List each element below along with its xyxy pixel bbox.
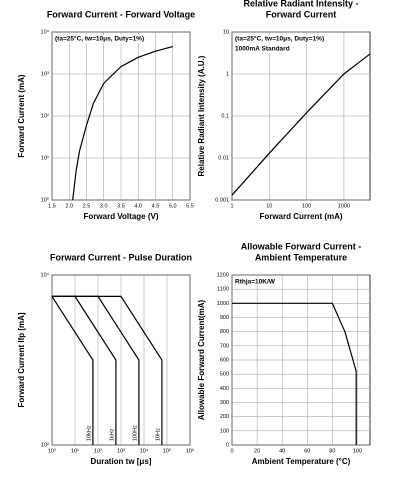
series-label: 1kHz: [109, 428, 115, 441]
series-label: 100Hz: [132, 425, 138, 441]
x-tick-label: 1000: [338, 203, 350, 209]
x-tick-label: 10⁰: [48, 447, 57, 454]
annotation-bg: [234, 277, 276, 287]
y-tick-label: 400: [220, 386, 229, 392]
x-tick-label: 1: [230, 203, 233, 209]
chart-title: Allowable Forward Current -: [241, 241, 362, 251]
annotation: (ta=25°C, tw=10μs, Duty=1%): [55, 35, 144, 43]
x-tick-label: 5.5: [186, 203, 194, 209]
y-tick-label: 0: [226, 442, 229, 448]
y-tick-label: 10⁴: [41, 28, 50, 35]
y-axis-label: Forward Current Ifp [mA]: [17, 312, 26, 407]
y-axis-label: Allowable Forward Current(mA): [197, 299, 206, 420]
x-tick-label: 10⁵: [163, 447, 171, 454]
y-tick-label: 200: [220, 414, 229, 420]
series-line: [232, 302, 357, 445]
x-tick-label: 10⁴: [140, 447, 149, 454]
y-tick-label: 900: [220, 315, 229, 321]
y-tick-label: 1: [226, 71, 229, 77]
x-tick-label: 10¹: [71, 448, 79, 454]
x-tick-label: 10⁶: [186, 447, 194, 454]
y-axis-label: Forward Current (mA): [17, 74, 26, 157]
y-tick-label: 0.1: [221, 113, 229, 119]
chart-title: Relative Radiant Intensity -: [243, 0, 358, 8]
x-tick-label: 80: [329, 448, 335, 454]
y-tick-label: 500: [220, 372, 229, 378]
annotation: (ta=25°C, tw=10μs, Duty=1%): [235, 35, 324, 43]
x-axis-label: Duration tw [μs]: [91, 457, 152, 466]
y-tick-label: 1100: [217, 287, 229, 293]
x-tick-label: 60: [304, 448, 310, 454]
y-axis-label: Relative Radiant Intensity (A.U.): [197, 55, 206, 176]
x-tick-label: 100: [302, 203, 311, 209]
series-label: 10Hz: [155, 428, 161, 441]
x-axis-label: Forward Current (mA): [259, 212, 342, 221]
series-line: [51, 296, 94, 445]
y-tick-label: 700: [220, 343, 229, 349]
annotation-bg: [234, 34, 326, 44]
y-tick-label: 800: [220, 329, 229, 335]
chart-title: Ambient Temperature: [255, 252, 347, 262]
x-axis-label: Forward Voltage (V): [84, 212, 159, 221]
y-tick-label: 10¹: [41, 155, 49, 161]
x-axis-label: Ambient Temperature (°C): [252, 457, 351, 466]
annotation-bg: [54, 34, 146, 44]
y-tick-label: 0.001: [215, 197, 229, 203]
x-tick-label: 10³: [117, 448, 125, 454]
x-tick-label: 10²: [94, 448, 102, 454]
y-tick-label: 100: [220, 428, 229, 434]
y-tick-label: 1000: [217, 301, 229, 307]
y-tick-label: 300: [220, 400, 229, 406]
y-tick-label: 10²: [41, 113, 49, 119]
y-tick-label: 0.01: [218, 155, 229, 161]
x-tick-label: 20: [254, 448, 260, 454]
x-tick-label: 2.0: [65, 203, 73, 209]
chart-title: Forward Current - Pulse Duration: [50, 252, 192, 262]
y-tick-label: 1200: [217, 272, 229, 278]
annotation-bg: [234, 44, 291, 54]
x-tick-label: 4.0: [134, 203, 142, 209]
series-line: [231, 53, 371, 196]
series-line: [72, 45, 173, 201]
x-tick-label: 10: [266, 203, 272, 209]
x-tick-label: 3.5: [117, 203, 125, 209]
chart-title: Forward Current: [266, 9, 337, 19]
series-line: [52, 295, 163, 445]
x-tick-label: 4.5: [152, 203, 160, 209]
y-tick-label: 10⁰: [41, 196, 50, 203]
y-tick-label: 10: [223, 29, 229, 35]
x-tick-label: 40: [279, 448, 285, 454]
x-tick-label: 1.5: [48, 203, 56, 209]
annotation: Rthja=10K/W: [235, 279, 276, 286]
x-tick-label: 5.0: [169, 203, 177, 209]
x-tick-label: 0: [230, 448, 233, 454]
annotation: 1000mA Standard: [235, 46, 290, 53]
y-tick-label: 10²: [41, 442, 49, 448]
x-tick-label: 2.5: [83, 203, 91, 209]
y-tick-label: 10⁴: [41, 271, 50, 278]
y-tick-label: 600: [220, 357, 229, 363]
y-tick-label: 10³: [41, 71, 49, 77]
series-label: 10kHz: [86, 425, 92, 441]
x-tick-label: 3.0: [100, 203, 108, 209]
x-tick-label: 100: [353, 448, 362, 454]
chart-title: Forward Current - Forward Voltage: [47, 9, 195, 19]
